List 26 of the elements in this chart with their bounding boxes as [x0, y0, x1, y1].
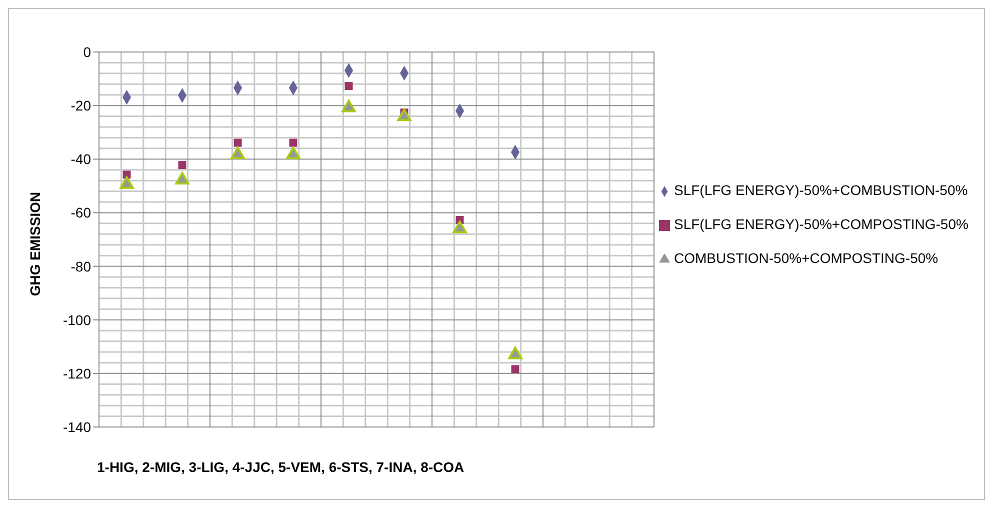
y-tick-label: -80: [70, 258, 92, 274]
point: [286, 146, 300, 160]
y-tick-label: -140: [62, 418, 92, 435]
legend-label: SLF(LFG ENERGY)-50%+COMPOSTING-50%: [674, 216, 968, 232]
point: [397, 108, 412, 122]
y-tick-label: -20: [70, 98, 92, 114]
y-tick-label: -40: [70, 151, 92, 168]
point: [342, 100, 356, 112]
y-tick-label: 0: [83, 44, 92, 60]
y-axis-title: GHG EMISSION: [27, 192, 43, 296]
point: [230, 146, 245, 160]
point: [175, 172, 190, 185]
point: [508, 346, 522, 360]
legend-label: SLF(LFG ENERGY)-50%+COMBUSTION-50%: [674, 182, 968, 198]
point: [344, 82, 353, 90]
point: [178, 161, 186, 170]
x-axis-title: 1-HIG, 2-MIG, 3-LIG, 4-JJC, 5-VEM, 6-STS, 7-INA, 8-COA: [97, 459, 464, 475]
point: [289, 138, 298, 147]
point: [120, 176, 134, 189]
point: [234, 138, 242, 147]
point: [122, 170, 131, 179]
legend-label: COMBUSTION-50%+COMPOSTING-50%: [674, 250, 938, 266]
y-tick-label: -100: [62, 312, 92, 328]
y-tick-label: -120: [62, 365, 92, 382]
y-tick-label: -60: [70, 204, 92, 221]
point: [452, 220, 467, 234]
